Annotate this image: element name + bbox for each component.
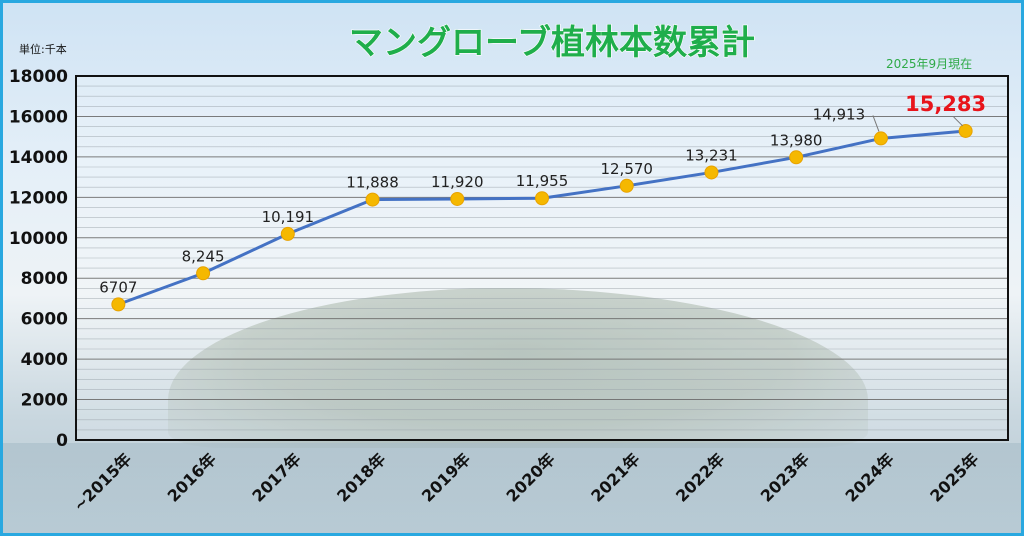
plot-border (75, 75, 1009, 441)
x-tick-label: 2016年 (164, 449, 220, 505)
x-tick-label: 2023年 (757, 449, 813, 505)
data-point (873, 131, 888, 146)
data-label-highlight: 15,283 (905, 92, 986, 116)
data-label: 11,920 (431, 173, 484, 191)
x-tick-label: ~2015年 (69, 449, 135, 515)
y-tick-label: 6000 (21, 310, 68, 330)
x-tick-label: 2018年 (333, 449, 389, 505)
data-point (704, 165, 719, 180)
data-label: 12,570 (600, 160, 653, 178)
data-point (789, 150, 804, 165)
chart-title: マングローブ植林本数累計 (349, 23, 755, 63)
data-label: 14,913 (813, 105, 866, 123)
y-tick-label: 14000 (9, 148, 68, 168)
y-tick-label: 8000 (21, 269, 68, 289)
data-point (196, 266, 211, 281)
y-tick-label: 4000 (21, 350, 68, 370)
y-tick-label: 10000 (9, 229, 68, 249)
data-point (111, 297, 126, 312)
data-point (958, 123, 973, 138)
date-label: 2025年9月現在 (886, 57, 973, 71)
x-tick-label: 2025年 (926, 449, 982, 505)
data-label: 6707 (99, 278, 137, 296)
data-point (619, 178, 634, 193)
data-label: 11,955 (516, 172, 569, 190)
y-tick-label: 18000 (9, 67, 68, 87)
x-tick-label: 2020年 (503, 449, 559, 505)
data-point (535, 191, 549, 206)
data-point (280, 226, 295, 241)
data-point (450, 191, 465, 206)
y-tick-label: 12000 (9, 188, 68, 208)
unit-label: 単位:千本 (19, 43, 67, 56)
x-tick-label: 2021年 (587, 449, 643, 505)
data-label-leader (953, 116, 963, 127)
data-point (365, 192, 380, 207)
data-label: 10,191 (262, 208, 315, 226)
y-tick-label: 2000 (21, 391, 68, 411)
y-tick-label: 0 (56, 431, 68, 451)
x-tick-label: 2017年 (248, 449, 304, 505)
data-label: 13,231 (685, 146, 738, 164)
data-label: 11,888 (346, 174, 399, 192)
x-tick-label: 2022年 (672, 449, 728, 505)
water-background (3, 443, 1021, 533)
data-label: 13,980 (770, 131, 823, 149)
y-tick-label: 16000 (9, 107, 68, 127)
x-tick-label: 2019年 (418, 449, 474, 505)
data-label: 8,245 (182, 247, 225, 265)
data-label-leader (872, 115, 880, 132)
x-tick-label: 2024年 (841, 449, 897, 505)
